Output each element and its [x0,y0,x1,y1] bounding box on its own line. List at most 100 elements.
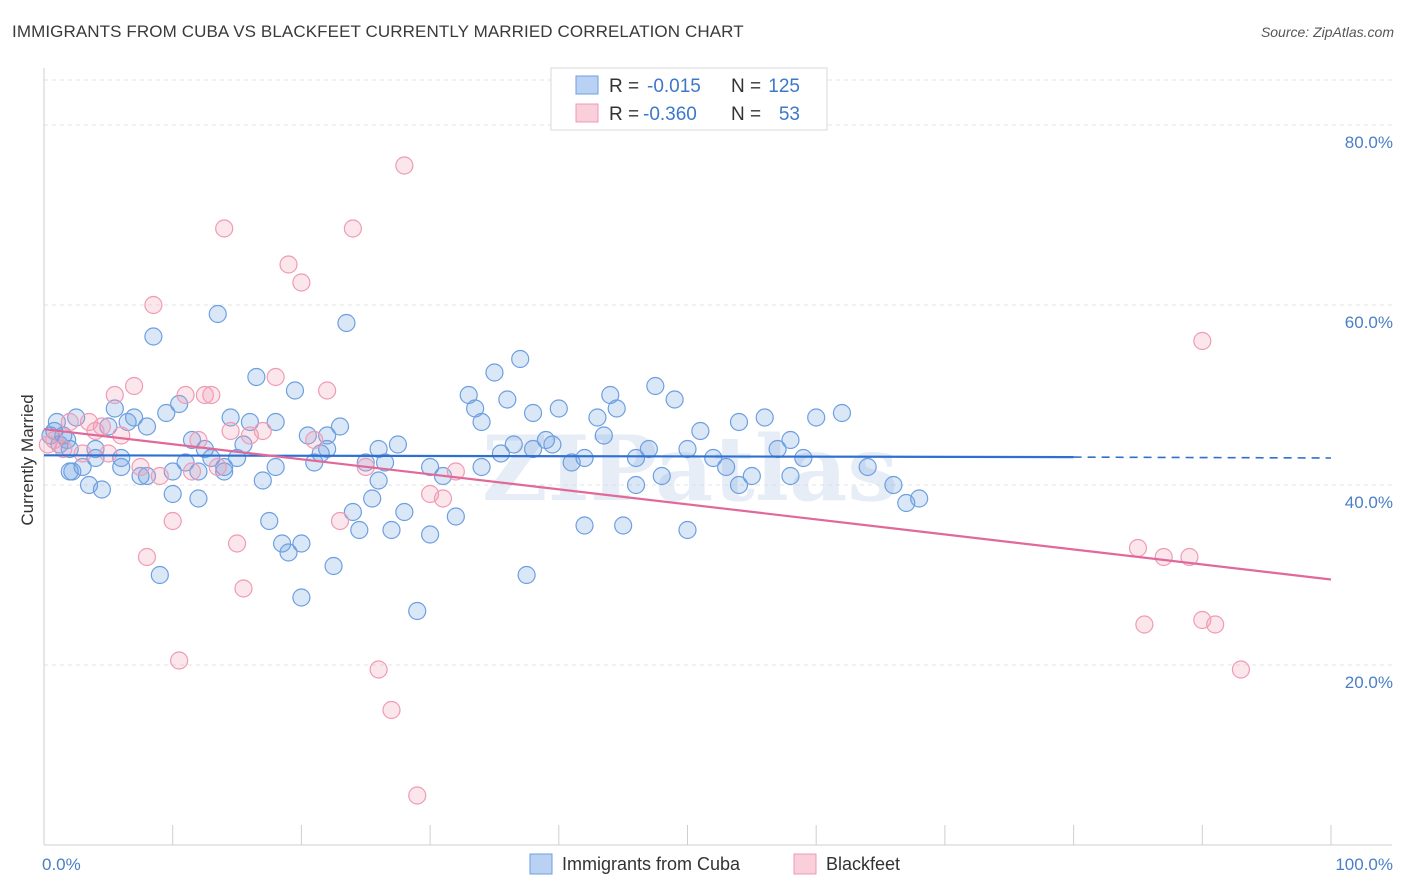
chart-title: IMMIGRANTS FROM CUBA VS BLACKFEET CURREN… [12,22,744,41]
bottom-legend-swatch-blackfeet [793,853,817,875]
cuba-point [781,466,800,486]
blackfeet-point [292,273,311,292]
blackfeet-point [131,457,150,477]
cuba-point [472,412,491,432]
cuba-point [330,417,350,436]
legend-n-value-blackfeet: 53 [779,104,800,125]
cuba-point [343,502,362,522]
y-axis-label: Currently Married [18,394,37,525]
cuba-point [678,439,697,459]
blackfeet-point [343,219,362,238]
cuba-point [124,408,144,427]
blackfeet-point [99,444,118,463]
x-tick-label: 100.0% [1335,855,1393,874]
y-tick-label: 80.0% [1345,133,1393,152]
cuba-point [807,408,826,427]
cuba-point [626,448,646,468]
legend-r-value-cuba: -0.015 [647,76,701,97]
cuba-point [221,408,240,427]
cuba-point [240,412,260,432]
cuba-point [511,349,530,369]
cuba-point [652,466,671,486]
chart-source: Source: ZipAtlas.com [1260,24,1394,40]
trend-line-cuba-extension [1073,456,1332,459]
blackfeet-point [1154,547,1173,567]
trend-lines [43,428,1332,581]
cuba-point [279,543,298,562]
cuba-point [292,534,311,553]
cuba-point [704,448,723,468]
blackfeet-point [163,511,182,531]
cuba-point [594,426,613,445]
grid [44,79,1392,666]
blackfeet-point [1206,615,1225,634]
blackfeet-point [112,426,131,445]
cuba-point [137,417,157,436]
series-blackfeet-points [38,156,1251,805]
cuba-point [729,412,749,432]
y-tick-label: 20.0% [1345,673,1393,692]
cuba-point [575,448,594,468]
cuba-point [472,457,491,477]
legend-n-label-cuba: N = [731,76,761,97]
blackfeet-point [1231,660,1251,679]
legend-n-value-cuba: 125 [768,76,800,97]
cuba-point [253,471,272,490]
blackfeet-point [144,295,163,315]
cuba-point [517,565,536,585]
cuba-point [858,457,877,477]
cuba-point [350,520,369,540]
cuba-point [137,466,157,486]
cuba-point [543,435,562,454]
cuba-point [170,394,189,414]
blackfeet-point [227,534,247,553]
cuba-point [382,520,401,540]
cuba-point [549,399,568,418]
cuba-point [112,457,131,477]
cuba-point [626,475,646,495]
cuba-point [266,457,285,477]
blackfeet-point [369,660,388,679]
cuba-point [182,430,202,450]
y-tick-label: 40.0% [1345,493,1393,512]
cuba-point [369,471,388,490]
cuba-point [60,462,79,481]
cuba-point [491,444,510,463]
cuba-point [163,484,182,504]
cuba-point [729,475,749,495]
x-tick-label: 0.0% [42,855,81,874]
cuba-point [292,588,311,607]
blackfeet-point [221,421,240,441]
x-tick-labels: 0.0% 100.0% [42,855,1393,874]
blackfeet-point [54,439,73,459]
blackfeet-point [318,381,337,400]
cuba-point [742,466,761,486]
blackfeet-point [124,376,144,396]
cuba-point [910,489,929,508]
blackfeet-point [215,219,234,238]
cuba-point [408,601,427,621]
cuba-point [614,516,633,535]
legend-swatch-cuba [575,75,599,95]
trend-line-blackfeet [43,428,1332,581]
blackfeet-point [176,385,195,405]
blackfeet-point [182,462,202,481]
blackfeet-point [408,786,427,805]
cuba-point [755,408,774,427]
cuba-point [150,565,169,585]
axes [43,68,1392,846]
cuba-point [215,457,234,477]
cuba-point [208,304,227,324]
bottom-legend-swatch-cuba [529,853,553,875]
blackfeet-point [253,421,272,441]
series-cuba-points [41,304,929,621]
legend-n-label-blackfeet: N = [731,104,761,125]
blackfeet-point [189,430,208,450]
cuba-point [717,457,736,477]
blackfeet-point [1193,331,1212,351]
cuba-point [285,381,305,400]
cuba-point [794,448,813,468]
cuba-point [395,502,414,522]
cuba-point [337,313,356,333]
cuba-point [523,403,543,423]
